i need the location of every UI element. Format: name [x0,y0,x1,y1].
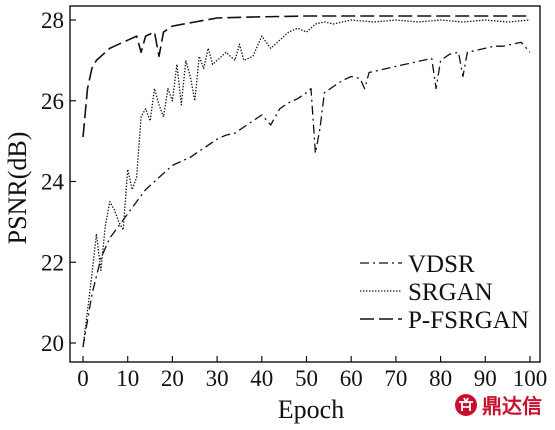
series-line-vdsr [82,41,531,348]
ding-logo-mark [459,397,473,411]
watermark-text: 鼎达信 [482,394,542,418]
y-tick-label: 24 [41,170,65,195]
series-line-srgan [82,19,531,348]
y-axis-title: PSNR(dB) [3,132,32,245]
x-tick-label: 90 [474,366,497,391]
y-tick-label: 20 [41,331,64,356]
legend-label-vdsr: VDSR [408,251,475,278]
legend-label-srgan: SRGAN [408,279,493,306]
x-tick-label: 30 [206,366,229,391]
watermark: 鼎达信 [455,394,542,418]
x-tick-label: 70 [384,366,407,391]
y-tick-label: 28 [41,8,64,33]
plot-frame [69,5,541,363]
ding-logo-icon [455,394,477,416]
ticks-layer: 0 10 20 30 40 50 60 70 80 90 100 20 22 24 26 28 [41,8,547,391]
x-tick-label: 40 [250,366,273,391]
x-tick-label: 0 [77,366,89,391]
x-tick-label: 100 [513,366,548,391]
x-tick-label: 10 [116,366,139,391]
series-layer [82,15,531,348]
y-tick-label: 22 [41,250,64,275]
series-line-p-fsrgan [82,15,530,138]
x-axis-title: Epoch [278,395,344,424]
x-tick-label: 50 [295,366,318,391]
x-tick-label: 80 [429,366,452,391]
x-tick-label: 20 [161,366,184,391]
legend-label-p-fsrgan: P-FSRGAN [408,307,529,334]
y-tick-label: 26 [41,89,64,114]
x-tick-label: 60 [340,366,363,391]
axes [69,5,541,363]
